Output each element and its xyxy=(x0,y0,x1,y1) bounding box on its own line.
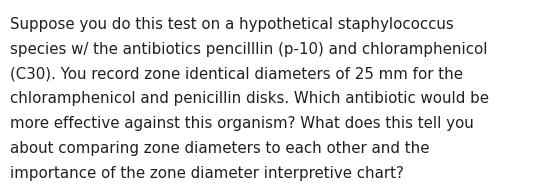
Text: Suppose you do this test on a hypothetical staphylococcus: Suppose you do this test on a hypothetic… xyxy=(10,17,454,32)
Text: chloramphenicol and penicillin disks. Which antibiotic would be: chloramphenicol and penicillin disks. Wh… xyxy=(10,91,489,106)
Text: more effective against this organism? What does this tell you: more effective against this organism? Wh… xyxy=(10,116,474,131)
Text: (C30). You record zone identical diameters of 25 mm for the: (C30). You record zone identical diamete… xyxy=(10,67,463,82)
Text: importance of the zone diameter interpretive chart?: importance of the zone diameter interpre… xyxy=(10,166,404,181)
Text: about comparing zone diameters to each other and the: about comparing zone diameters to each o… xyxy=(10,141,430,156)
Text: species w/ the antibiotics pencilllin (p-10) and chloramphenicol: species w/ the antibiotics pencilllin (p… xyxy=(10,42,488,57)
